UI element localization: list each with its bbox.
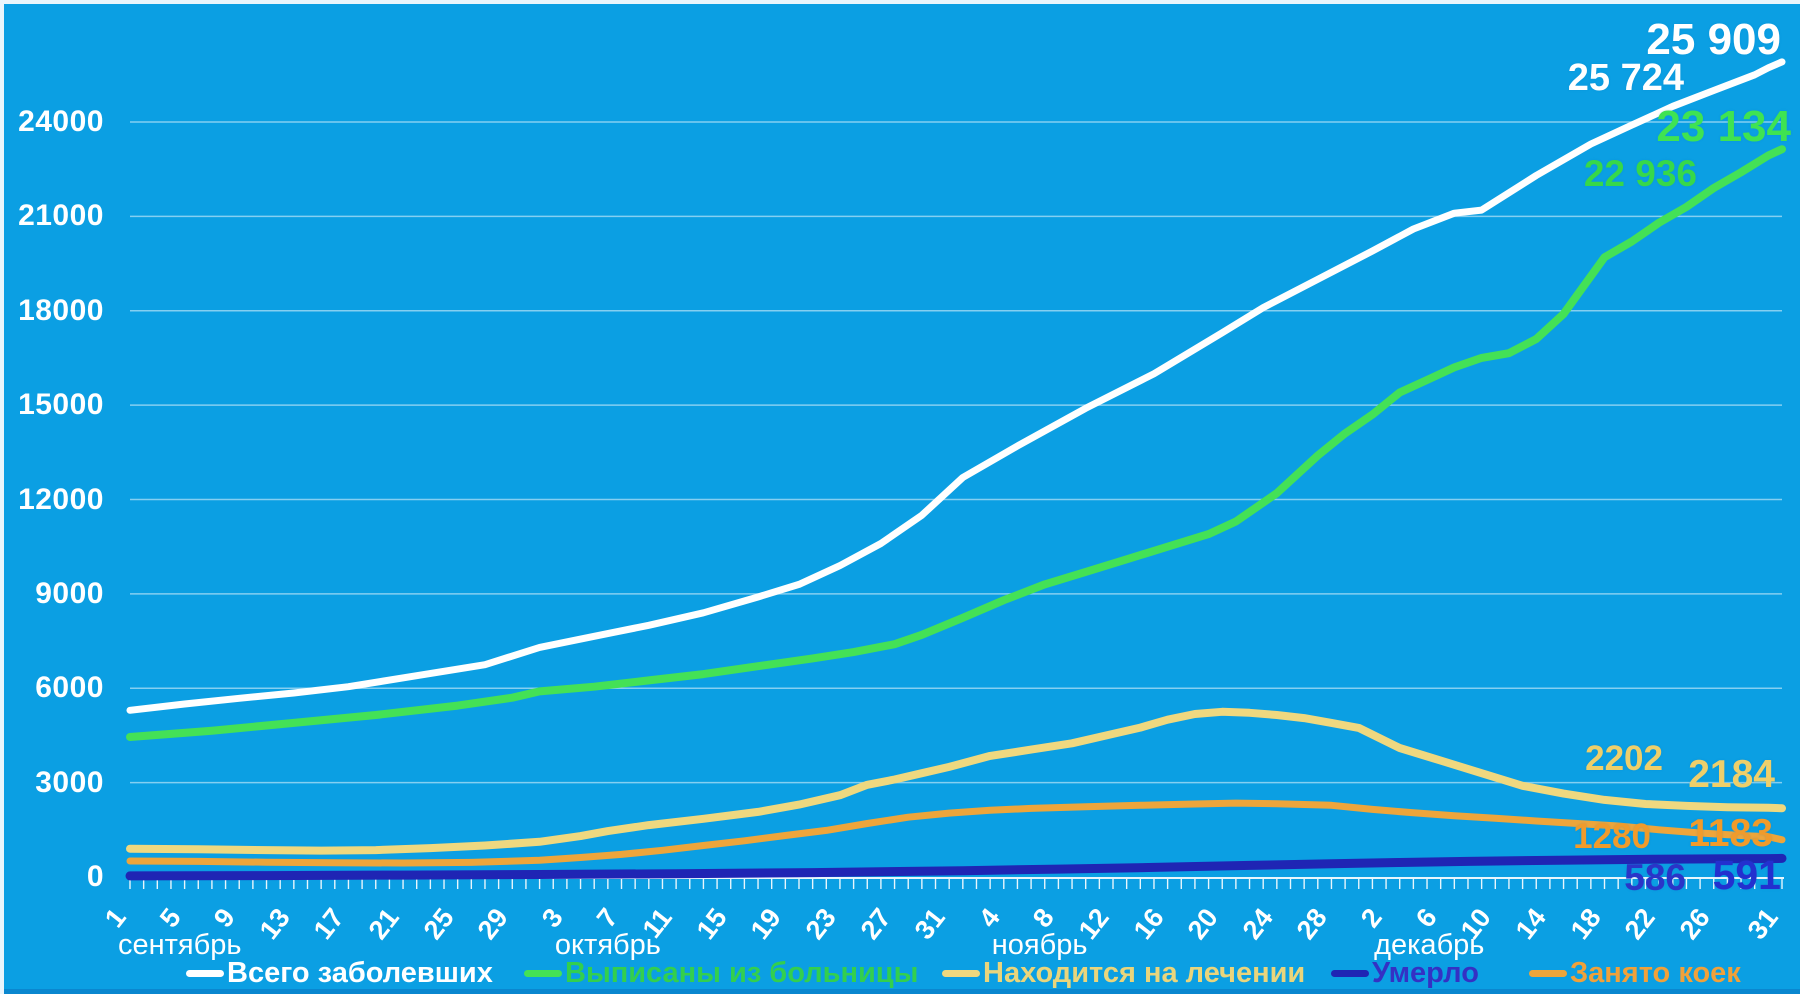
month-label-32: октябрь (554, 929, 661, 961)
value-annotation: 586 (1624, 857, 1686, 898)
legend-dash-discharged (524, 969, 562, 977)
line-chart-plot (125, 58, 1787, 889)
y-axis-label-18000: 18000 (18, 293, 104, 327)
series-line-3 (125, 853, 1787, 881)
y-axis-label-9000: 9000 (35, 576, 104, 610)
y-axis-label-3000: 3000 (35, 765, 104, 799)
bottom-edge-strip (4, 989, 1800, 994)
y-axis-label-12000: 12000 (18, 482, 104, 516)
legend-dash-total-cases (186, 969, 224, 977)
series-line-1 (126, 145, 1786, 741)
legend: Всего заболевших Выписаны из больницы На… (4, 955, 1800, 994)
month-label-92: декабрь (1374, 929, 1485, 961)
legend-label-total-cases: Всего заболевших (227, 956, 493, 989)
legend-label-under-treatment: Находится на лечении (983, 956, 1306, 989)
value-annotation: 25 909 (1646, 15, 1781, 64)
legend-label-discharged: Выписаны из больницы (565, 956, 919, 989)
legend-label-beds-occupied: Занято коек (1570, 956, 1741, 989)
legend-item-discharged: Выписаны из больницы (524, 955, 918, 991)
series-line-0 (126, 58, 1786, 714)
value-annotation: 23 134 (1656, 102, 1791, 151)
value-annotation: 1280 (1573, 817, 1651, 856)
value-annotation: 25 724 (1567, 57, 1684, 99)
series-line-2 (126, 707, 1786, 855)
y-axis-label-21000: 21000 (18, 199, 104, 233)
month-label-64: ноябрь (991, 929, 1088, 961)
month-label-0: сентябрь (118, 929, 242, 961)
value-annotation: 591 (1712, 852, 1781, 898)
y-axis-label-6000: 6000 (35, 671, 104, 705)
value-annotation: 1183 (1688, 812, 1773, 855)
legend-item-under-treatment: Находится на лечении (942, 955, 1305, 991)
y-axis-label-0: 0 (86, 860, 104, 893)
value-annotation: 2184 (1688, 753, 1775, 796)
y-axis-label-15000: 15000 (18, 388, 104, 422)
legend-dash-beds-occupied (1529, 969, 1567, 977)
legend-dash-died (1331, 969, 1369, 977)
y-axis-label-24000: 24000 (18, 105, 104, 138)
legend-label-died: Умерло (1372, 956, 1479, 989)
legend-item-beds-occupied: Занято коек (1529, 955, 1741, 991)
legend-item-total-cases: Всего заболевших (186, 955, 493, 991)
legend-dash-under-treatment (942, 969, 980, 977)
value-annotation: 22 936 (1583, 153, 1697, 194)
legend-item-died: Умерло (1331, 955, 1479, 991)
series-line-4 (126, 799, 1786, 867)
value-annotation: 2202 (1585, 739, 1663, 778)
